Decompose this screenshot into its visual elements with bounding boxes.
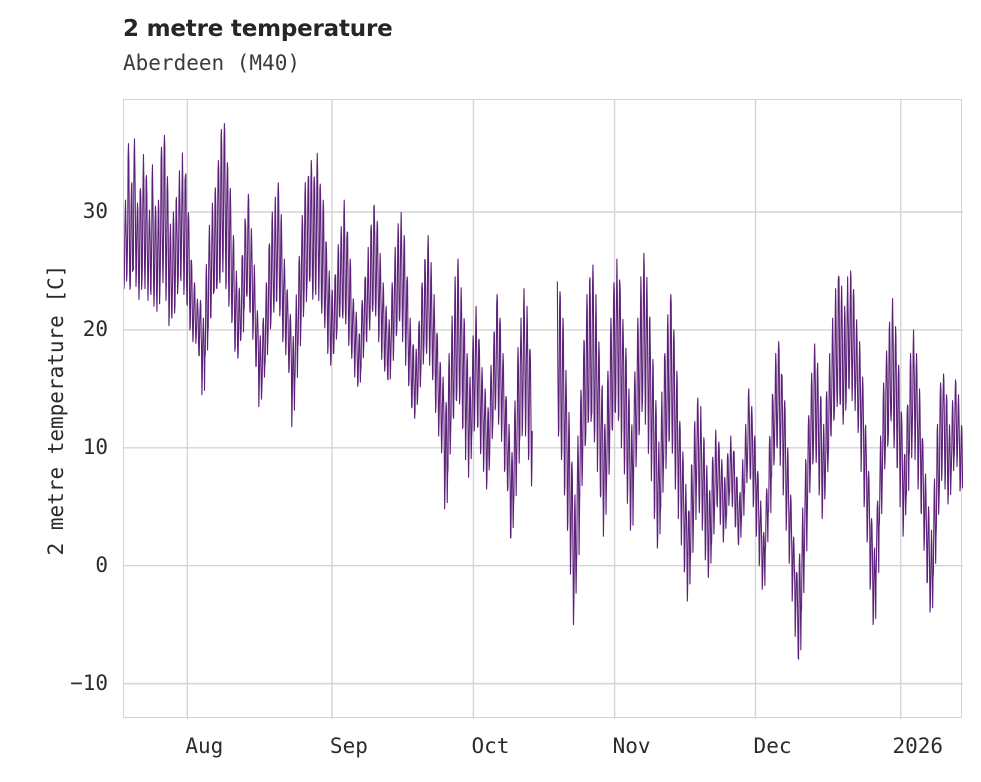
y-tick-label: −10 — [70, 670, 108, 695]
x-tick-label: Dec — [753, 734, 792, 758]
chart-subtitle: Aberdeen (M40) — [123, 51, 301, 75]
y-tick-label: 0 — [95, 552, 108, 577]
x-axis-tick-labels: Aug Sep Oct Nov Dec 2026 — [123, 734, 962, 764]
x-tick-label: 2026 — [892, 734, 944, 758]
plot-area — [123, 99, 963, 719]
y-axis-tick-labels: −10 0 10 20 30 — [0, 99, 108, 718]
x-tick-label: Sep — [329, 734, 368, 758]
y-tick-label: 20 — [82, 316, 108, 341]
y-tick-label: 10 — [82, 434, 108, 459]
x-tick-label: Nov — [612, 734, 651, 758]
page-title: 2 metre temperature — [123, 16, 393, 42]
x-tick-label: Oct — [471, 734, 510, 758]
x-tick-label: Aug — [185, 734, 224, 758]
temperature-series — [124, 123, 963, 660]
y-tick-label: 30 — [82, 199, 108, 223]
